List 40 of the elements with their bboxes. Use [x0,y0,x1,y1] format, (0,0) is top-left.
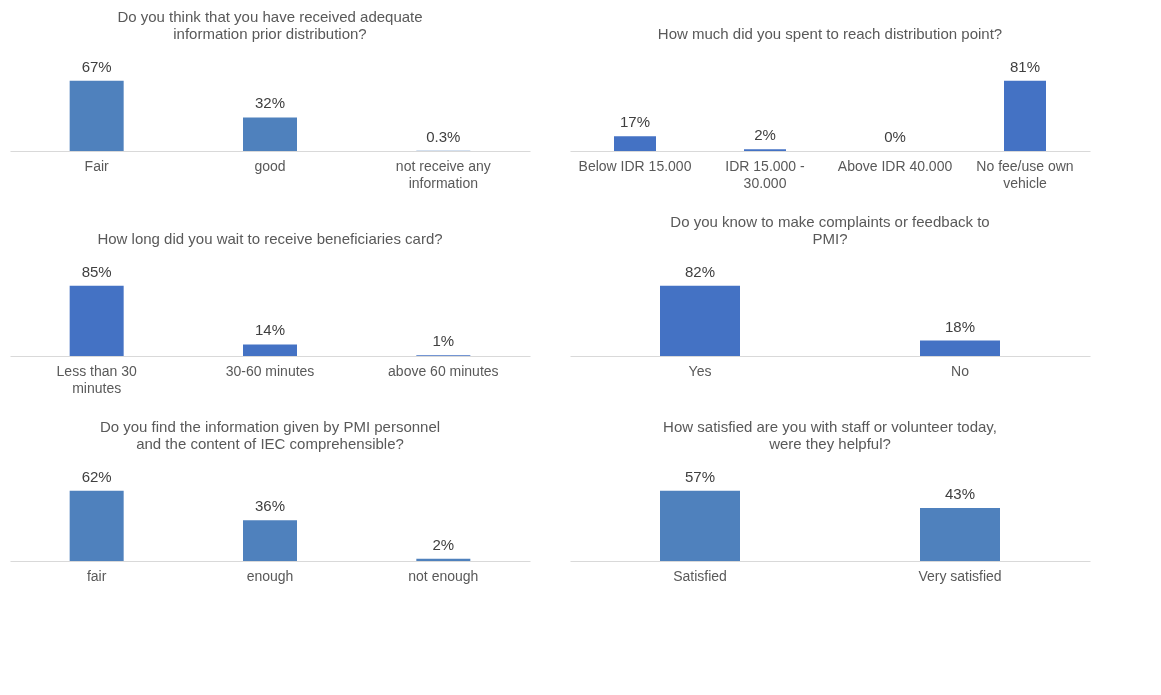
data-label: 67% [81,57,112,75]
chart-title: Do you think that you have received adequate information prior distribution? [117,8,423,42]
x-tick-label: fair [86,567,107,584]
data-label: 57% [684,467,716,485]
data-label: 43% [944,484,976,502]
x-tick-label: not enough [408,567,479,584]
x-tick-label: Yes [688,362,712,379]
chart-title: Do you find the information given by PMI personnel and the content of IEC comprehensible? [99,418,441,452]
data-label: 85% [81,262,112,280]
chart-title: How long did you wait to receive beneficiaries card? [97,230,443,247]
chart-title: Do you know to make complaints or feedback to PMI? [670,213,990,247]
data-label: 18% [944,317,976,335]
data-label: 1% [432,332,455,350]
data-label: 62% [81,467,112,485]
x-tick-label: Above IDR 40.000 [837,157,953,174]
data-label: 36% [254,497,286,515]
data-label: 2% [754,126,776,144]
x-tick-label: Fair [84,157,110,174]
data-label: 17% [619,113,651,131]
chart-title: How much did you spent to reach distribution point? [657,25,1003,42]
x-tick-label: above 60 minutes [388,362,499,379]
data-label: 0.3% [426,127,461,145]
x-tick-label: 30-60 minutes [225,362,315,379]
x-tick-label: Less than 30 minutes [56,362,137,396]
x-tick-label: IDR 15.000 - 30.000 [725,157,806,191]
chart-title: How satisfied are you with staff or volunteer today, were they helpful? [663,418,997,452]
data-label: 2% [432,535,455,553]
data-label: 32% [254,94,286,112]
data-label: 81% [1009,57,1041,75]
x-tick-label: good [254,157,286,174]
x-tick-label: enough [246,567,294,584]
data-label: 82% [684,262,716,280]
x-tick-label: Very satisfied [918,567,1002,584]
x-tick-label: Below IDR 15.000 [578,157,692,174]
x-tick-label: No [951,362,970,379]
x-tick-label: No fee/use own vehicle [976,157,1074,191]
x-tick-label: not receive any information [395,157,491,191]
x-tick-label: Satisfied [673,567,727,584]
data-label: 14% [254,321,286,339]
data-label: 0% [884,128,906,145]
